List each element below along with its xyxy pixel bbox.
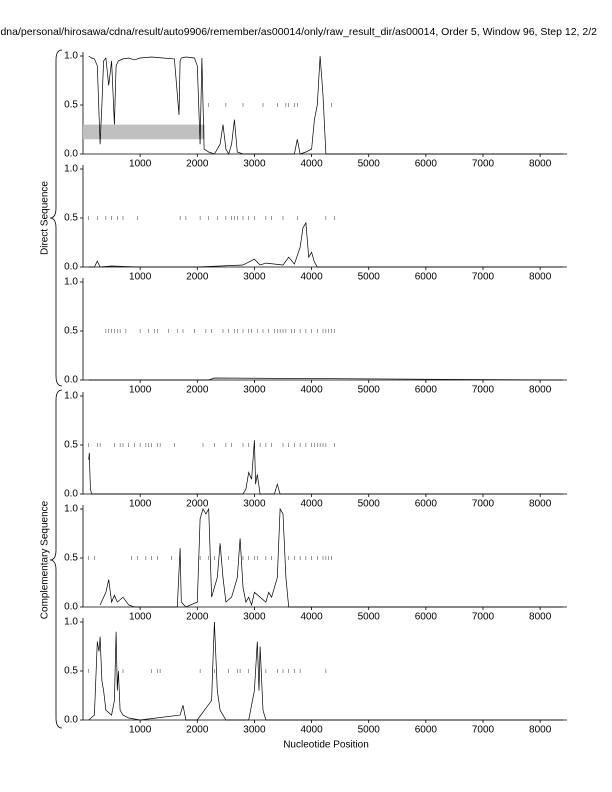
bracket — [49, 389, 63, 729]
axis-frame — [82, 505, 567, 608]
x-tick-label: 4000 — [300, 159, 323, 170]
group-label: Direct Sequence — [40, 181, 51, 255]
y-tick-label: 0.0 — [64, 489, 78, 500]
data-line — [88, 55, 563, 155]
data-line — [88, 377, 564, 381]
y-tick-label: 0.5 — [64, 440, 78, 451]
x-tick-label: 5000 — [358, 725, 381, 736]
data-line — [88, 621, 563, 721]
data-line — [88, 440, 563, 495]
x-tick-label: 4000 — [300, 385, 323, 396]
x-tick-label: 4000 — [300, 499, 323, 510]
x-tick-label: 1000 — [129, 612, 152, 623]
x-tick-label: 5000 — [358, 272, 381, 283]
axis-frame — [82, 278, 567, 381]
chart-title: cdna/personal/hirosawa/cdna/result/auto9… — [0, 26, 597, 38]
x-tick-label: 6000 — [415, 612, 438, 623]
x-tick-label: 5000 — [358, 385, 381, 396]
x-tick-label: 2000 — [186, 612, 209, 623]
x-tick-label: 1000 — [129, 499, 152, 510]
x-tick-label: 7000 — [472, 499, 495, 510]
x-tick-label: 3000 — [243, 159, 266, 170]
y-tick-label: 0.5 — [64, 213, 78, 224]
y-tick-label: 0.0 — [64, 602, 78, 613]
x-tick-label: 1000 — [129, 385, 152, 396]
y-tick-label: 0.0 — [64, 262, 78, 273]
x-tick-label: 3000 — [243, 385, 266, 396]
y-tick-label: 1.0 — [64, 164, 78, 175]
x-tick-label: 1000 — [129, 272, 152, 283]
x-tick-label: 4000 — [300, 725, 323, 736]
y-tick-label: 1.0 — [64, 617, 78, 628]
x-tick-label: 7000 — [472, 385, 495, 396]
y-tick-label: 0.0 — [64, 715, 78, 726]
x-tick-label: 7000 — [472, 725, 495, 736]
x-tick-label: 8000 — [529, 159, 552, 170]
y-tick-label: 1.0 — [64, 391, 78, 402]
axis-frame — [82, 392, 567, 495]
x-tick-label: 3000 — [243, 272, 266, 283]
x-tick-label: 8000 — [529, 612, 552, 623]
x-tick-label: 6000 — [415, 272, 438, 283]
highlight-band — [83, 124, 205, 140]
x-tick-label: 6000 — [415, 725, 438, 736]
axis-frame — [82, 618, 567, 721]
data-line — [99, 507, 563, 608]
x-tick-label: 5000 — [358, 159, 381, 170]
x-tick-label: 6000 — [415, 499, 438, 510]
x-tick-label: 5000 — [358, 499, 381, 510]
x-tick-label: 2000 — [186, 385, 209, 396]
x-tick-label: 7000 — [472, 612, 495, 623]
x-axis-label: Nucleotide Position — [283, 740, 369, 751]
x-tick-label: 2000 — [186, 159, 209, 170]
x-tick-label: 2000 — [186, 272, 209, 283]
y-tick-label: 0.0 — [64, 375, 78, 386]
x-tick-label: 4000 — [300, 612, 323, 623]
x-tick-label: 8000 — [529, 499, 552, 510]
x-tick-label: 3000 — [243, 499, 266, 510]
y-tick-label: 0.5 — [64, 326, 78, 337]
x-tick-label: 5000 — [358, 612, 381, 623]
y-tick-label: 1.0 — [64, 277, 78, 288]
y-tick-label: 0.0 — [64, 149, 78, 160]
bracket — [49, 49, 63, 387]
data-line — [88, 221, 563, 268]
y-tick-label: 1.0 — [64, 504, 78, 515]
x-tick-label: 2000 — [186, 725, 209, 736]
y-tick-label: 1.0 — [64, 51, 78, 62]
group-label: Complementary Sequence — [40, 500, 51, 619]
x-tick-label: 4000 — [300, 272, 323, 283]
x-tick-label: 6000 — [415, 385, 438, 396]
y-tick-label: 0.5 — [64, 553, 78, 564]
x-tick-label: 8000 — [529, 725, 552, 736]
x-tick-label: 6000 — [415, 159, 438, 170]
x-tick-label: 2000 — [186, 499, 209, 510]
y-tick-label: 0.5 — [64, 100, 78, 111]
y-tick-label: 0.5 — [64, 666, 78, 677]
x-tick-label: 7000 — [472, 159, 495, 170]
x-tick-label: 8000 — [529, 272, 552, 283]
x-tick-label: 3000 — [243, 612, 266, 623]
x-tick-label: 7000 — [472, 272, 495, 283]
x-tick-label: 8000 — [529, 385, 552, 396]
x-tick-label: 1000 — [129, 725, 152, 736]
axis-frame — [82, 165, 567, 268]
x-tick-label: 3000 — [243, 725, 266, 736]
x-tick-label: 1000 — [129, 159, 152, 170]
